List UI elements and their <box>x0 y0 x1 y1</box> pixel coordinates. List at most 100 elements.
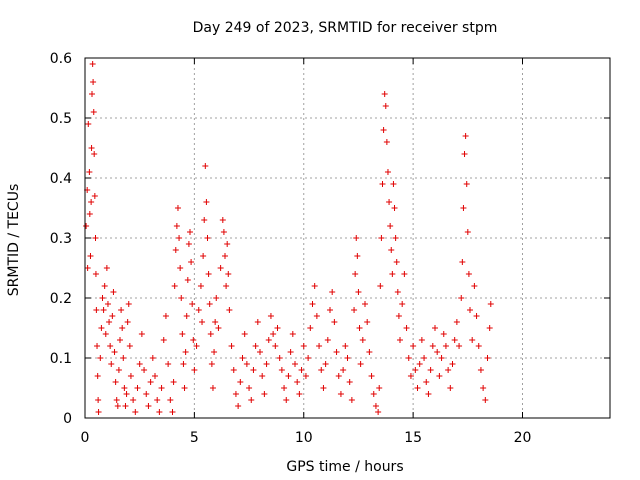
data-point <box>173 223 180 229</box>
data-point <box>418 337 425 343</box>
data-point <box>181 385 188 391</box>
data-point <box>115 367 122 373</box>
data-point <box>311 283 318 289</box>
data-point <box>189 301 196 307</box>
data-point <box>138 331 145 337</box>
data-point <box>124 319 131 325</box>
data-point <box>180 361 187 367</box>
data-point <box>98 325 105 331</box>
data-point <box>366 349 373 355</box>
data-point <box>459 259 466 265</box>
data-point <box>442 343 449 349</box>
data-point <box>410 343 417 349</box>
data-point <box>99 295 106 301</box>
data-point <box>425 391 432 397</box>
data-point <box>207 331 214 337</box>
data-point <box>125 301 132 307</box>
data-point <box>254 319 261 325</box>
data-point <box>389 271 396 277</box>
data-point <box>187 229 193 235</box>
data-point <box>357 361 364 367</box>
data-point <box>416 361 423 367</box>
data-point <box>480 385 487 391</box>
y-tick-label: 0 <box>63 411 72 427</box>
data-point <box>179 331 186 337</box>
data-point <box>432 325 438 331</box>
data-point <box>403 325 410 331</box>
data-point <box>156 409 163 415</box>
data-point <box>379 181 386 187</box>
data-point <box>348 397 355 403</box>
data-point <box>423 379 430 385</box>
data-point <box>93 307 100 313</box>
data-point <box>484 355 491 361</box>
data-point <box>401 271 408 277</box>
data-point <box>117 337 123 343</box>
data-point <box>309 301 316 307</box>
data-point <box>392 235 399 241</box>
data-point <box>397 337 403 343</box>
data-point <box>342 343 349 349</box>
data-point <box>123 391 130 397</box>
data-point <box>169 409 176 415</box>
data-point <box>434 349 441 355</box>
chart-title: Day 249 of 2023, SRMTID for receiver stp… <box>193 20 498 36</box>
data-point <box>91 193 98 199</box>
data-point <box>380 127 387 133</box>
data-point <box>387 223 394 229</box>
x-tick-label: 0 <box>81 430 90 446</box>
data-point <box>355 289 362 295</box>
data-point <box>316 343 323 349</box>
data-point <box>222 253 228 259</box>
data-point <box>456 343 463 349</box>
data-point <box>412 367 419 373</box>
data-point <box>359 337 366 343</box>
y-axis-title: SRMTID / TECUs <box>6 184 22 297</box>
data-point <box>333 349 340 355</box>
data-point <box>294 379 301 385</box>
data-point <box>111 349 118 355</box>
data-point <box>473 313 480 319</box>
data-point <box>188 259 195 265</box>
data-point <box>477 367 484 373</box>
data-point <box>197 283 204 289</box>
x-tick-label: 5 <box>190 430 199 446</box>
data-point <box>278 367 285 373</box>
y-tick-label: 0.4 <box>50 171 72 187</box>
data-point <box>94 373 101 379</box>
data-point <box>130 397 137 403</box>
data-point <box>121 385 128 391</box>
data-point <box>165 361 172 367</box>
data-point <box>193 343 200 349</box>
data-point <box>292 361 298 367</box>
data-point <box>394 289 401 295</box>
data-point <box>364 319 371 325</box>
data-point <box>395 313 402 319</box>
data-point <box>375 409 382 415</box>
data-point <box>451 337 458 343</box>
data-point <box>83 223 90 229</box>
data-point <box>305 355 312 361</box>
data-point <box>276 355 283 361</box>
data-point <box>257 349 263 355</box>
data-point <box>462 133 469 139</box>
data-point <box>220 229 227 235</box>
data-point <box>88 199 95 205</box>
data-point <box>352 271 359 277</box>
data-point <box>158 385 165 391</box>
data-points <box>83 61 494 415</box>
data-point <box>152 373 158 379</box>
data-point <box>202 163 209 169</box>
data-point <box>97 355 104 361</box>
data-point <box>382 103 389 109</box>
data-point <box>154 397 161 403</box>
data-point <box>213 295 220 301</box>
data-point <box>298 367 305 373</box>
data-point <box>393 259 400 265</box>
data-point <box>482 397 489 403</box>
data-point <box>167 397 174 403</box>
data-point <box>337 391 344 397</box>
data-point <box>354 253 361 259</box>
data-point <box>285 373 292 379</box>
data-point <box>178 295 185 301</box>
